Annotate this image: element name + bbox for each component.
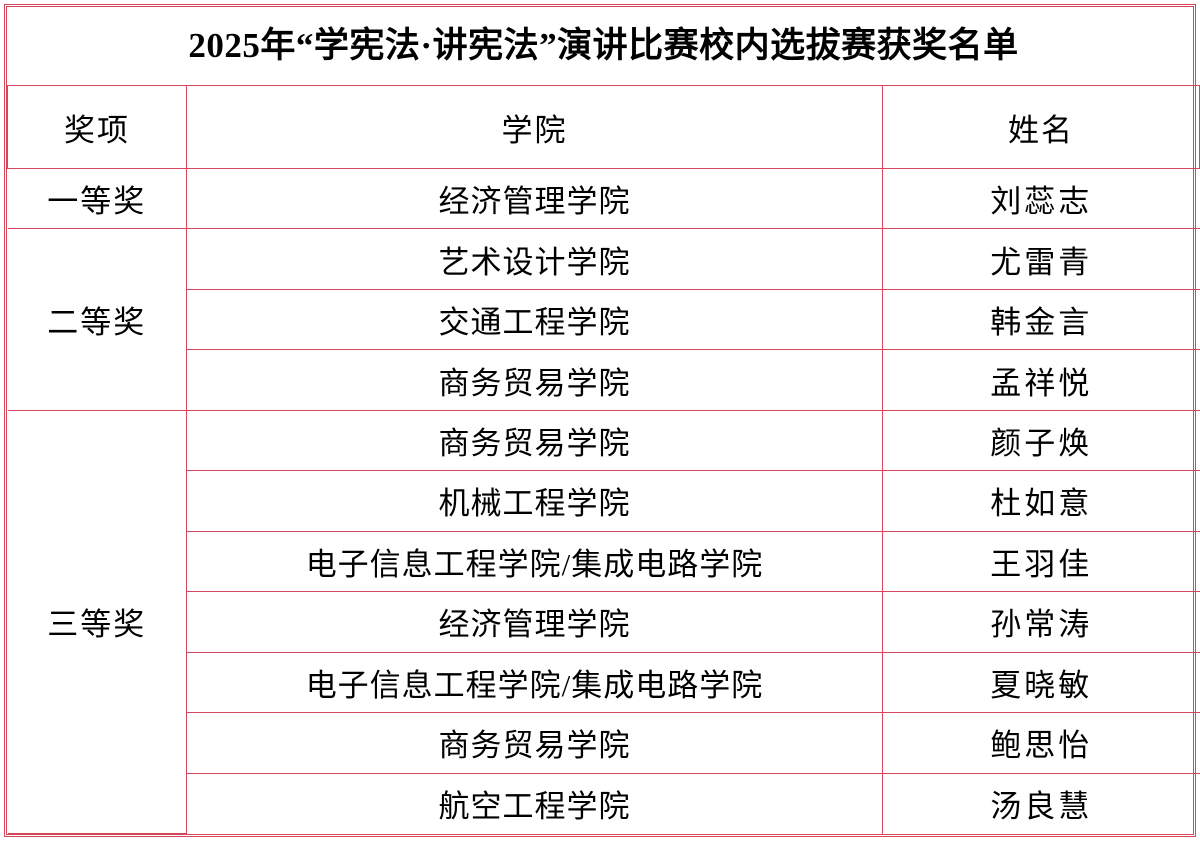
table-row: 三等奖 商务贸易学院 颜子焕 — [7, 409, 1200, 835]
page-title: 2025年“学宪法·讲宪法”演讲比赛校内选拔赛获奖名单 — [7, 7, 1200, 86]
table-row: 商务贸易学院 孟祥悦 — [8, 349, 1200, 411]
school-cell: 商务贸易学院 — [186, 349, 883, 411]
school-cell: 电子信息工程学院/集成电路学院 — [186, 651, 883, 714]
name-cell: 刘蕊志 — [881, 167, 1200, 230]
school-cell: 艺术设计学院 — [186, 228, 883, 290]
table-row: 经济管理学院 孙常涛 — [8, 591, 1200, 653]
school-cell: 交通工程学院 — [186, 288, 883, 351]
school-cell: 航空工程学院 — [186, 772, 883, 834]
name-cell: 杜如意 — [881, 470, 1200, 532]
table-body: 一等奖 经济管理学院 刘蕊志 二等奖 艺术设计学院 尤雷青 交通工程学院 韩金言… — [7, 167, 1200, 835]
name-cell: 孙常涛 — [881, 591, 1200, 653]
table-row: 交通工程学院 韩金言 — [8, 288, 1200, 351]
column-header-school: 学院 — [186, 85, 883, 169]
table-row: 商务贸易学院 鲍思怡 — [8, 712, 1200, 774]
award-group-cell: 三等奖 — [7, 409, 187, 835]
school-cell: 商务贸易学院 — [186, 409, 883, 472]
school-cell: 经济管理学院 — [186, 591, 883, 653]
table-row: 电子信息工程学院/集成电路学院 夏晓敏 — [8, 651, 1200, 714]
name-cell: 夏晓敏 — [881, 651, 1200, 714]
name-cell: 孟祥悦 — [881, 349, 1200, 411]
name-cell: 尤雷青 — [881, 228, 1200, 290]
name-cell: 王羽佳 — [881, 530, 1200, 593]
table-head: 2025年“学宪法·讲宪法”演讲比赛校内选拔赛获奖名单 奖项 学院 姓名 — [7, 7, 1200, 169]
name-cell: 颜子焕 — [881, 409, 1200, 472]
award-group-cell: 二等奖 — [7, 228, 187, 411]
page-title-text: 2025年“学宪法·讲宪法”演讲比赛校内选拔赛获奖名单 — [188, 25, 1019, 65]
name-cell: 韩金言 — [881, 288, 1200, 351]
column-header-award: 奖项 — [7, 85, 187, 169]
name-cell: 汤良慧 — [881, 772, 1200, 834]
column-header-name: 姓名 — [881, 85, 1200, 169]
award-list-table: 2025年“学宪法·讲宪法”演讲比赛校内选拔赛获奖名单 奖项 学院 姓名 — [7, 7, 1200, 835]
table-row: 电子信息工程学院/集成电路学院 王羽佳 — [8, 530, 1200, 593]
table-row: 一等奖 经济管理学院 刘蕊志 — [7, 167, 1200, 230]
school-cell: 经济管理学院 — [186, 167, 883, 230]
name-cell: 鲍思怡 — [881, 712, 1200, 774]
table-row: 机械工程学院 杜如意 — [8, 470, 1200, 532]
table-frame: 2025年“学宪法·讲宪法”演讲比赛校内选拔赛获奖名单 奖项 学院 姓名 — [4, 4, 1200, 837]
school-cell: 商务贸易学院 — [186, 712, 883, 774]
table-row: 二等奖 艺术设计学院 尤雷青 — [7, 228, 1200, 411]
header-row: 奖项 学院 姓名 — [7, 85, 1200, 169]
table-row: 航空工程学院 汤良慧 — [8, 772, 1200, 834]
school-cell: 电子信息工程学院/集成电路学院 — [186, 530, 883, 593]
title-row: 2025年“学宪法·讲宪法”演讲比赛校内选拔赛获奖名单 — [7, 7, 1200, 86]
school-cell: 机械工程学院 — [186, 470, 883, 532]
award-group-cell: 一等奖 — [7, 167, 187, 230]
